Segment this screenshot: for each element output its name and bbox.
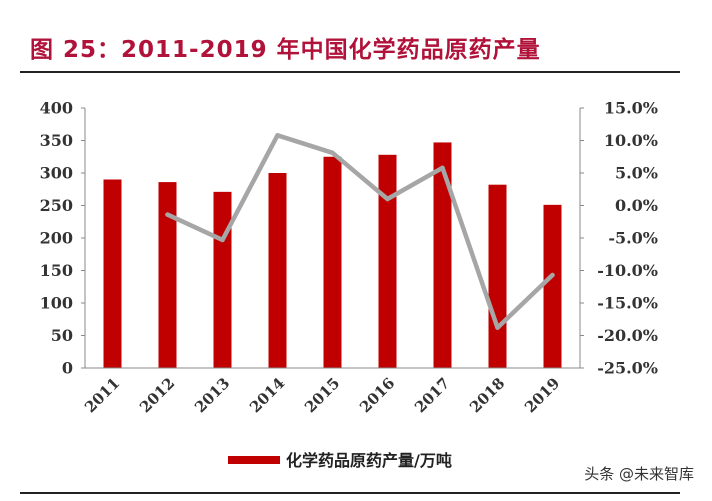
legend-swatch — [228, 456, 280, 464]
x-tick-label: 2017 — [411, 374, 453, 416]
x-tick-label: 2018 — [466, 374, 508, 416]
bar-2011 — [103, 179, 122, 368]
left-tick-label: 100 — [40, 294, 73, 313]
growth-point-2019 — [550, 272, 555, 278]
left-tick-label: 350 — [40, 131, 73, 150]
left-tick-label: 200 — [40, 229, 73, 248]
right-tick-label: -5.0% — [608, 229, 658, 248]
growth-point-2015 — [330, 150, 335, 156]
growth-point-2017 — [440, 165, 445, 170]
page-title: 图 25：2011-2019 年中国化学药品原药产量 — [30, 37, 541, 63]
bar-2012 — [158, 182, 177, 368]
right-tick-label: -15.0% — [597, 294, 658, 313]
growth-rate-line — [165, 133, 555, 330]
bars-layer — [103, 142, 562, 368]
x-tick-label: 2015 — [301, 374, 343, 416]
right-tick-label: -20.0% — [597, 326, 658, 345]
ticks-layer: 400 350 300 250 200 150 100 50 0 15.0% 10.0% 5.0% 0.… — [40, 99, 658, 417]
legend-label: 化学药品原药产量/万吨 — [286, 451, 452, 470]
x-tick-label: 2013 — [191, 374, 233, 416]
growth-point-2014 — [275, 133, 280, 138]
growth-point-2013 — [220, 237, 225, 243]
right-tick-label: 5.0% — [615, 164, 658, 183]
x-tick-label: 2016 — [356, 374, 398, 416]
line-layer — [165, 133, 555, 330]
growth-point-2018 — [495, 325, 500, 330]
left-tick-label: 150 — [40, 261, 73, 280]
x-tick-label: 2014 — [246, 374, 288, 416]
bar-2019 — [543, 204, 562, 368]
title-divider — [20, 71, 680, 73]
left-tick-label: 0 — [62, 359, 73, 378]
bar-2017 — [433, 142, 452, 368]
bar-2016 — [378, 154, 397, 368]
right-tick-label: 0.0% — [615, 196, 658, 215]
watermark: 头条 @未来智库 — [584, 465, 694, 483]
left-tick-label: 300 — [40, 164, 73, 183]
right-tick-label: -25.0% — [597, 359, 658, 378]
bar-2015 — [323, 156, 342, 368]
left-tick-label: 400 — [40, 99, 73, 118]
growth-point-2012 — [165, 212, 170, 217]
bar-2013 — [213, 191, 232, 368]
right-tick-label: 10.0% — [604, 131, 658, 150]
growth-point-2016 — [385, 196, 390, 202]
right-tick-label: 15.0% — [604, 99, 658, 118]
x-tick-label: 2019 — [521, 374, 563, 416]
bar-2018 — [488, 184, 507, 368]
x-tick-label: 2011 — [81, 374, 123, 416]
x-tick-label: 2012 — [136, 374, 178, 416]
legend: 化学药品原药产量/万吨 — [228, 451, 452, 470]
left-tick-label: 50 — [51, 326, 73, 345]
bottom-divider — [20, 492, 680, 494]
bar-2014 — [268, 173, 287, 368]
left-tick-label: 250 — [40, 196, 73, 215]
right-tick-label: -10.0% — [597, 261, 658, 280]
